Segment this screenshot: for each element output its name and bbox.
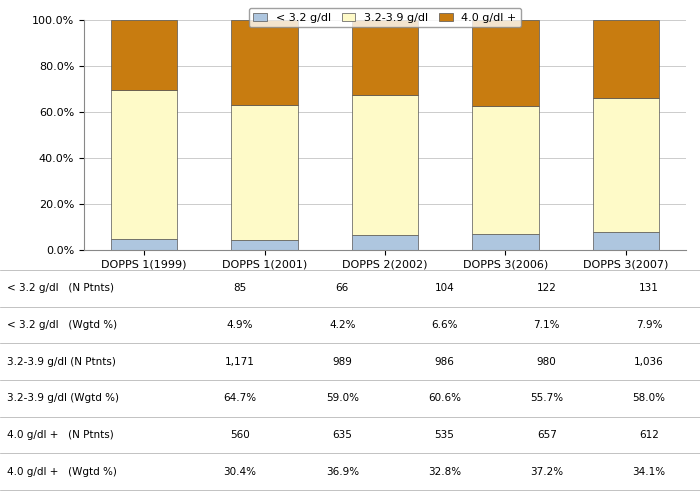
Bar: [352, 96, 418, 235]
Bar: [111, 20, 177, 90]
Text: 64.7%: 64.7%: [223, 394, 257, 404]
Text: 989: 989: [332, 356, 352, 366]
Bar: [352, 235, 418, 250]
Text: 7.1%: 7.1%: [533, 320, 560, 330]
Text: 986: 986: [435, 356, 454, 366]
Text: 980: 980: [537, 356, 556, 366]
Bar: [593, 232, 659, 250]
Text: 6.6%: 6.6%: [431, 320, 458, 330]
Text: 37.2%: 37.2%: [530, 466, 564, 476]
Text: < 3.2 g/dl   (Wgtd %): < 3.2 g/dl (Wgtd %): [7, 320, 117, 330]
Bar: [473, 106, 538, 234]
Text: 612: 612: [639, 430, 659, 440]
Text: 59.0%: 59.0%: [326, 394, 359, 404]
Text: 58.0%: 58.0%: [632, 394, 666, 404]
Text: 60.6%: 60.6%: [428, 394, 461, 404]
Text: 3.2-3.9 g/dl (N Ptnts): 3.2-3.9 g/dl (N Ptnts): [7, 356, 116, 366]
Text: 55.7%: 55.7%: [530, 394, 564, 404]
Text: 1,171: 1,171: [225, 356, 255, 366]
Text: 4.0 g/dl +   (Wgtd %): 4.0 g/dl + (Wgtd %): [7, 466, 117, 476]
Text: 30.4%: 30.4%: [223, 466, 257, 476]
Text: 1,036: 1,036: [634, 356, 664, 366]
Text: 4.0 g/dl +   (N Ptnts): 4.0 g/dl + (N Ptnts): [7, 430, 113, 440]
Bar: [232, 20, 298, 104]
Bar: [352, 20, 418, 96]
Text: 3.2-3.9 g/dl (Wgtd %): 3.2-3.9 g/dl (Wgtd %): [7, 394, 119, 404]
Text: 4.9%: 4.9%: [227, 320, 253, 330]
Text: 34.1%: 34.1%: [632, 466, 666, 476]
Text: 36.9%: 36.9%: [326, 466, 359, 476]
Text: 7.9%: 7.9%: [636, 320, 662, 330]
Text: 104: 104: [435, 284, 454, 294]
Bar: [232, 104, 298, 240]
Text: 66: 66: [336, 284, 349, 294]
Legend: < 3.2 g/dl, 3.2-3.9 g/dl, 4.0 g/dl +: < 3.2 g/dl, 3.2-3.9 g/dl, 4.0 g/dl +: [249, 8, 521, 27]
Bar: [473, 234, 538, 250]
Text: 657: 657: [537, 430, 556, 440]
Bar: [232, 240, 298, 250]
Bar: [593, 98, 659, 232]
Text: 535: 535: [435, 430, 454, 440]
Text: 122: 122: [537, 284, 556, 294]
Text: 560: 560: [230, 430, 250, 440]
Bar: [111, 238, 177, 250]
Bar: [111, 90, 177, 238]
Text: 635: 635: [332, 430, 352, 440]
Bar: [473, 20, 538, 105]
Text: 32.8%: 32.8%: [428, 466, 461, 476]
Bar: [593, 20, 659, 98]
Text: 85: 85: [234, 284, 246, 294]
Text: 4.2%: 4.2%: [329, 320, 356, 330]
Text: 131: 131: [639, 284, 659, 294]
Text: < 3.2 g/dl   (N Ptnts): < 3.2 g/dl (N Ptnts): [7, 284, 114, 294]
